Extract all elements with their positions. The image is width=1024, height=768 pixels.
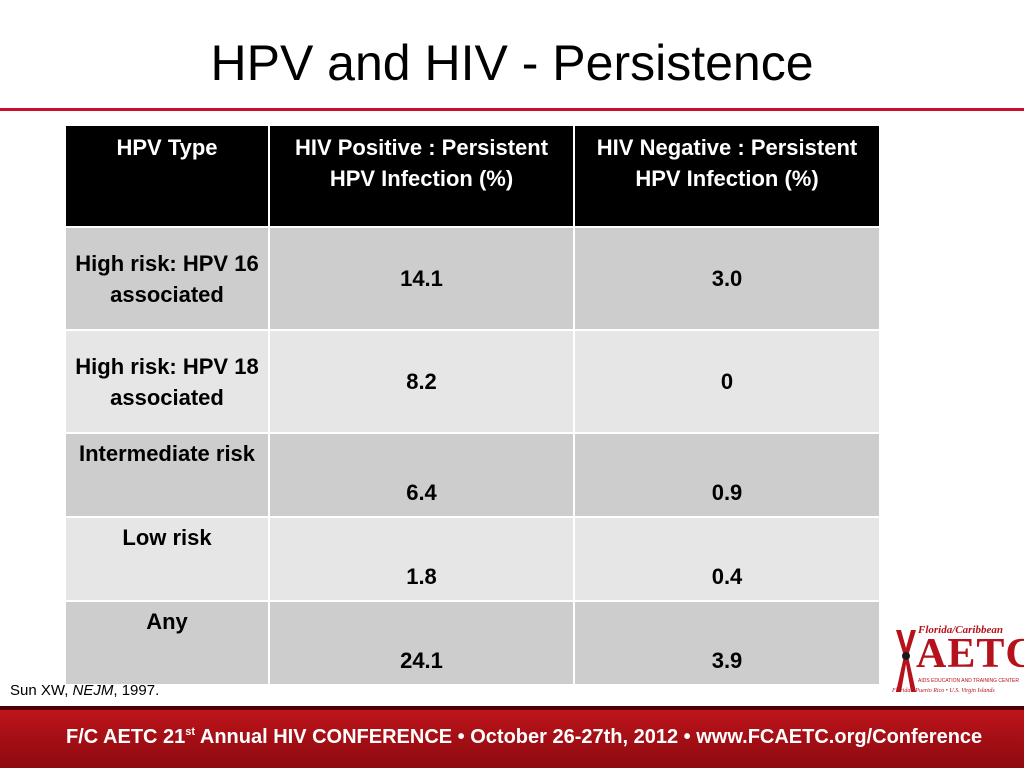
header-hiv-positive: HIV Positive : Persistent HPV Infection … bbox=[268, 124, 575, 228]
ribbon-figure-icon bbox=[896, 630, 916, 692]
logo-region-text: Florida/Caribbean bbox=[918, 624, 1003, 636]
aetc-logo: Florida/Caribbean AETC AIDS EDUCATION AN… bbox=[888, 624, 1024, 700]
citation-author: Sun XW, bbox=[10, 682, 69, 699]
hiv-negative-cell: 0 bbox=[573, 329, 881, 434]
hiv-positive-cell: 24.1 bbox=[268, 600, 575, 686]
hpv-type-cell: Low risk bbox=[64, 516, 270, 602]
footer-suffix: Annual HIV CONFERENCE • October 26-27th,… bbox=[195, 726, 983, 748]
hpv-type-cell: High risk: HPV 18 associated bbox=[64, 329, 270, 434]
footer-banner bbox=[0, 706, 1024, 768]
citation: Sun XW, NEJM, 1997. bbox=[10, 682, 159, 699]
footer-text: F/C AETC 21st Annual HIV CONFERENCE • Oc… bbox=[66, 726, 982, 749]
table-row: Intermediate risk 6.4 0.9 bbox=[64, 432, 881, 518]
hiv-negative-cell: 3.0 bbox=[573, 226, 881, 331]
table-row: High risk: HPV 18 associated 8.2 0 bbox=[64, 329, 881, 434]
table-row: Low risk 1.8 0.4 bbox=[64, 516, 881, 602]
hiv-negative-cell: 3.9 bbox=[573, 600, 881, 686]
citation-year: , 1997. bbox=[113, 682, 160, 699]
hpv-type-cell: Any bbox=[64, 600, 270, 686]
title-divider bbox=[0, 108, 1024, 111]
hiv-positive-cell: 8.2 bbox=[268, 329, 575, 434]
slide-title: HPV and HIV - Persistence bbox=[210, 35, 814, 91]
header-hpv-type: HPV Type bbox=[64, 124, 270, 228]
hiv-positive-cell: 14.1 bbox=[268, 226, 575, 331]
logo-wordmark: AETC bbox=[916, 631, 1024, 677]
hiv-negative-cell: 0.9 bbox=[573, 432, 881, 518]
table-row: High risk: HPV 16 associated 14.1 3.0 bbox=[64, 226, 881, 331]
table-row: Any 24.1 3.9 bbox=[64, 600, 881, 686]
table-header-row: HPV Type HIV Positive : Persistent HPV I… bbox=[64, 124, 881, 228]
hpv-type-cell: Intermediate risk bbox=[64, 432, 270, 518]
hpv-type-cell: High risk: HPV 16 associated bbox=[64, 226, 270, 331]
hiv-negative-cell: 0.4 bbox=[573, 516, 881, 602]
hpv-hiv-table: HPV Type HIV Positive : Persistent HPV I… bbox=[64, 124, 881, 686]
footer-prefix: F/C AETC 21 bbox=[66, 726, 186, 748]
footer-divider bbox=[0, 706, 1024, 710]
footer-ordinal: st bbox=[185, 726, 196, 738]
citation-journal: NEJM bbox=[72, 682, 114, 699]
hiv-positive-cell: 6.4 bbox=[268, 432, 575, 518]
logo-subtitle: AIDS EDUCATION AND TRAINING CENTER bbox=[918, 678, 1019, 684]
hiv-positive-cell: 1.8 bbox=[268, 516, 575, 602]
header-hiv-negative: HIV Negative : Persistent HPV Infection … bbox=[573, 124, 881, 228]
logo-locations: Florida • Puerto Rico • U.S. Virgin Isla… bbox=[892, 688, 995, 694]
